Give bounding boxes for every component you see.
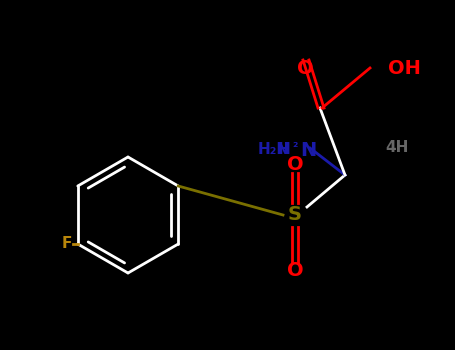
Text: N: N <box>300 140 316 160</box>
Text: H: H <box>277 142 290 158</box>
Text: O: O <box>287 155 303 175</box>
Text: F: F <box>61 237 72 252</box>
Text: 4H: 4H <box>385 140 409 155</box>
Text: O: O <box>287 260 303 280</box>
Text: ₂: ₂ <box>292 137 298 150</box>
Text: OH: OH <box>388 58 421 77</box>
Text: O: O <box>297 58 313 77</box>
Text: S: S <box>288 205 302 224</box>
Text: H₂N: H₂N <box>258 142 290 158</box>
